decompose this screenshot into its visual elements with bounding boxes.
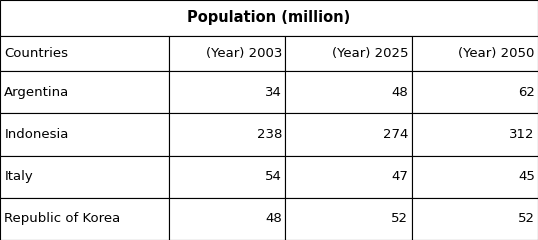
Text: 47: 47 [392,170,408,183]
Text: Italy: Italy [4,170,33,183]
Text: 52: 52 [518,212,535,225]
Text: Republic of Korea: Republic of Korea [4,212,121,225]
Bar [0,36,169,71]
Text: 274: 274 [383,128,408,141]
Bar [0,71,169,113]
Bar [285,71,412,113]
Bar [0,0,538,36]
Text: 62: 62 [518,86,535,99]
Text: 54: 54 [265,170,282,183]
Bar [169,156,285,198]
Bar [0,198,169,240]
Bar [285,36,412,71]
Text: 45: 45 [518,170,535,183]
Bar [412,36,538,71]
Bar [412,198,538,240]
Text: 34: 34 [265,86,282,99]
Text: Population (million): Population (million) [187,10,351,25]
Text: 48: 48 [392,86,408,99]
Text: 312: 312 [509,128,535,141]
Text: (Year) 2025: (Year) 2025 [332,47,408,60]
Text: (Year) 2003: (Year) 2003 [206,47,282,60]
Bar [0,156,169,198]
Bar [169,198,285,240]
Text: Argentina: Argentina [4,86,69,99]
Bar [412,156,538,198]
Text: 52: 52 [391,212,408,225]
Bar [0,113,169,156]
Text: Indonesia: Indonesia [4,128,69,141]
Bar [412,113,538,156]
Text: 48: 48 [265,212,282,225]
Text: 238: 238 [257,128,282,141]
Text: Countries: Countries [4,47,68,60]
Text: (Year) 2050: (Year) 2050 [458,47,535,60]
Bar [169,113,285,156]
Bar [285,198,412,240]
Bar [169,71,285,113]
Bar [285,156,412,198]
Bar [285,113,412,156]
Bar [169,36,285,71]
Bar [412,71,538,113]
